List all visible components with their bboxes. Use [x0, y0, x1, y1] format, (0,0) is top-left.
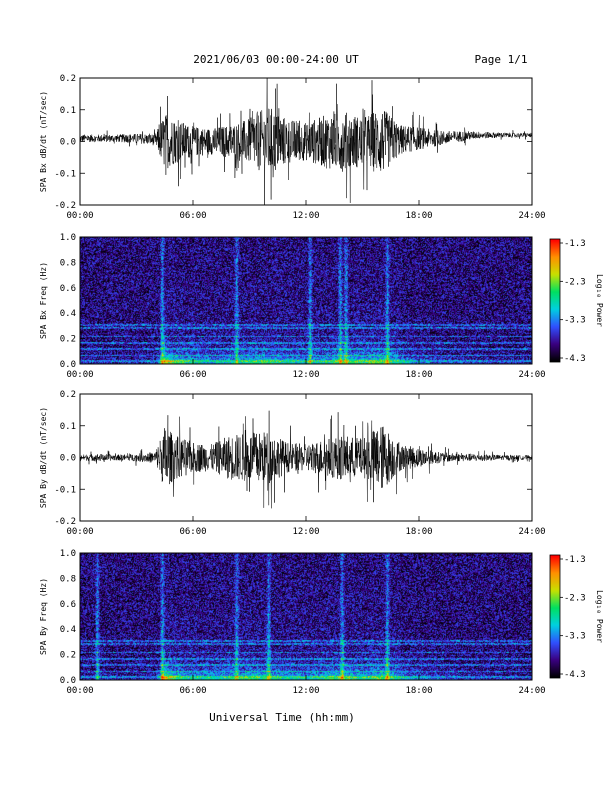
colorbar-tick-label: -4.3	[564, 670, 586, 680]
y-tick-label: 0.2	[60, 390, 76, 400]
x-tick-label: 00:00	[66, 527, 93, 537]
colorbar-tick-label: -3.3	[564, 632, 586, 642]
x-tick-label: 06:00	[179, 527, 206, 537]
colorbar-frame	[549, 238, 561, 363]
y-tick-label: 0.0	[60, 360, 76, 370]
colorbar-tick-label: -2.3	[564, 593, 586, 603]
y-tick-label: 0.2	[60, 74, 76, 84]
y-tick-label: 0.0	[60, 454, 76, 464]
y-tick-label: 0.0	[60, 676, 76, 686]
panels-group: 0.2 0.1 0.0 -0.1 -0.2 SPA Bx dB/dt (nT/sec) 00…	[39, 74, 604, 696]
x-tick-label: 18:00	[405, 370, 432, 380]
y-tick-label: 0.4	[60, 309, 76, 319]
x-tick-label: 18:00	[405, 686, 432, 696]
y-tick-label: 0.6	[60, 600, 76, 610]
y-axis-label: SPA Bx Freq (Hz)	[39, 262, 48, 339]
spectrogram-image	[80, 237, 532, 364]
y-tick-label: 0.8	[60, 258, 76, 268]
x-tick-label: 18:00	[405, 211, 432, 221]
x-tick-label: 12:00	[292, 527, 319, 537]
x-tick-label: 06:00	[179, 370, 206, 380]
y-tick-label: 0.1	[60, 422, 76, 432]
y-tick-label: -0.2	[54, 201, 76, 211]
x-tick-label: 24:00	[518, 686, 545, 696]
y-tick-label: 0.0	[60, 138, 76, 148]
y-tick-label: 0.2	[60, 335, 76, 345]
y-tick-label: 0.6	[60, 284, 76, 294]
x-axis-label: Universal Time (hh:mm)	[209, 711, 355, 724]
time-series-trace	[79, 77, 533, 206]
y-axis-label: SPA Bx dB/dt (nT/sec)	[39, 91, 48, 192]
y-tick-label: 0.1	[60, 106, 76, 116]
spectrogram-image	[80, 553, 532, 680]
x-tick-label: 00:00	[66, 686, 93, 696]
y-tick-label: 1.0	[60, 549, 76, 559]
x-tick-label: 24:00	[518, 370, 545, 380]
colorbar	[550, 555, 560, 678]
y-tick-label: 0.8	[60, 574, 76, 584]
x-tick-label: 12:00	[292, 370, 319, 380]
x-tick-label: 12:00	[292, 211, 319, 221]
y-tick-label: -0.1	[54, 485, 76, 495]
x-tick-label: 12:00	[292, 686, 319, 696]
colorbar-tick-label: -4.3	[564, 354, 586, 364]
y-tick-label: -0.2	[54, 517, 76, 527]
colorbar	[550, 239, 560, 362]
y-axis-label: SPA By Freq (Hz)	[39, 578, 48, 655]
x-tick-label: 18:00	[405, 527, 432, 537]
y-tick-label: 1.0	[60, 233, 76, 243]
page-label: Page 1/1	[475, 53, 528, 66]
colorbar-tick-label: -1.3	[564, 239, 586, 249]
y-axis-label: SPA By dB/dt (nT/sec)	[39, 407, 48, 508]
x-tick-label: 24:00	[518, 527, 545, 537]
colorbar-label: Log₁₀ Power	[595, 274, 604, 327]
colorbar-label: Log₁₀ Power	[595, 590, 604, 643]
colorbar-tick-label: -3.3	[564, 316, 586, 326]
y-tick-label: 0.2	[60, 651, 76, 661]
x-tick-label: 24:00	[518, 211, 545, 221]
x-tick-label: 06:00	[179, 211, 206, 221]
colorbar-tick-label: -1.3	[564, 555, 586, 565]
colorbar-tick-label: -2.3	[564, 277, 586, 287]
date-range-title: 2021/06/03 00:00-24:00 UT	[193, 53, 359, 66]
colorbar-frame	[549, 554, 561, 679]
time-series-trace	[79, 410, 533, 509]
x-tick-label: 00:00	[66, 370, 93, 380]
x-tick-label: 06:00	[179, 686, 206, 696]
x-tick-label: 00:00	[66, 211, 93, 221]
y-tick-label: -0.1	[54, 169, 76, 179]
y-tick-label: 0.4	[60, 625, 76, 635]
